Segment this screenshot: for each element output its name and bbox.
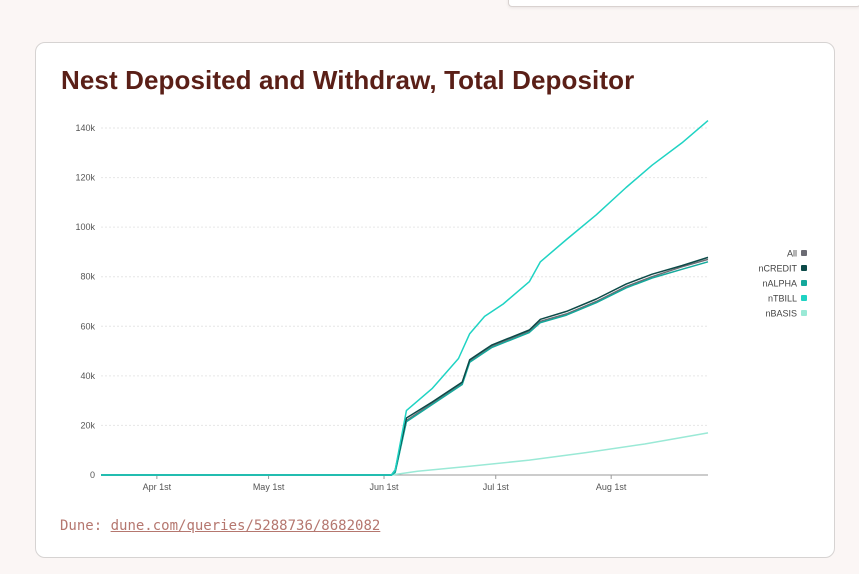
- y-tick-label: 40k: [80, 371, 95, 381]
- series-line-nalpha: [101, 261, 709, 476]
- y-tick-label: 100k: [75, 222, 95, 232]
- legend-label: nTBILL: [768, 294, 797, 304]
- series-line-nbasis: [101, 432, 709, 476]
- legend-swatch: [801, 310, 807, 316]
- series-lines: [101, 120, 709, 476]
- top-toolbar-strip: [508, 0, 859, 7]
- source-label: Dune:: [60, 518, 103, 534]
- series-line-ncredit: [101, 256, 709, 476]
- x-tick-label: Jul 1st: [483, 482, 510, 492]
- legend: All nCREDIT nALPHA nTBILL nBASIS: [758, 249, 807, 319]
- line-chart: 0 20k 40k 60k 80k 100k 120k 140k Apr 1st May 1st…: [75, 120, 807, 492]
- legend-label: nBASIS: [765, 309, 797, 319]
- y-tick-label: 0: [90, 470, 95, 480]
- y-axis-ticks: 0 20k 40k 60k 80k 100k 120k 140k: [75, 123, 95, 480]
- x-tick-label: Jun 1st: [370, 482, 400, 492]
- chart-card: Nest Deposited and Withdraw, Total Depos…: [35, 42, 835, 558]
- y-tick-label: 20k: [80, 420, 95, 430]
- y-tick-label: 140k: [75, 123, 95, 133]
- legend-swatch: [801, 295, 807, 301]
- legend-swatch: [801, 250, 807, 256]
- legend-label: nALPHA: [762, 279, 797, 289]
- x-tick-label: Apr 1st: [143, 482, 172, 492]
- legend-swatch: [801, 265, 807, 271]
- y-tick-label: 80k: [80, 272, 95, 282]
- x-axis-ticks: Apr 1st May 1st Jun 1st Jul 1st Aug 1st: [143, 475, 627, 492]
- source-link[interactable]: dune.com/queries/5288736/8682082: [110, 518, 381, 534]
- y-tick-label: 120k: [75, 173, 95, 183]
- x-tick-label: May 1st: [253, 482, 285, 492]
- x-tick-label: Aug 1st: [596, 482, 627, 492]
- series-line-ntbill: [101, 120, 709, 476]
- chart-title: Nest Deposited and Withdraw, Total Depos…: [61, 65, 635, 95]
- source-attribution: Dune: dune.com/queries/5288736/8682082: [60, 518, 380, 534]
- y-tick-label: 60k: [80, 321, 95, 331]
- legend-label: nCREDIT: [758, 264, 797, 274]
- legend-label: All: [787, 249, 797, 259]
- legend-swatch: [801, 280, 807, 286]
